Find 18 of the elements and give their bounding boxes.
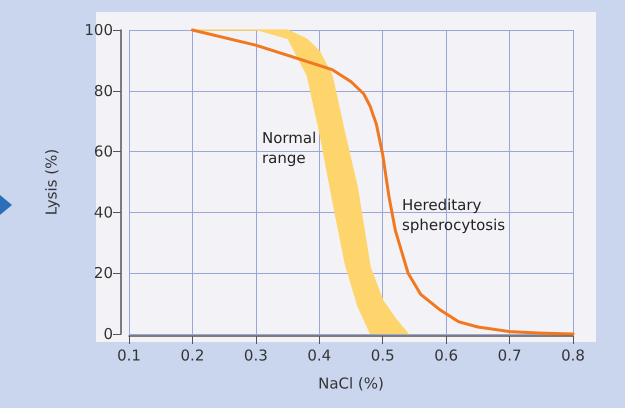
- y-axis-title: Lysis (%): [42, 148, 60, 216]
- y-tick-label: 40: [94, 203, 113, 222]
- x-tick-label: 0.2: [180, 346, 204, 364]
- x-tick-label: 0.8: [561, 346, 585, 364]
- x-tick-label: 0.6: [434, 346, 458, 364]
- series-label: Hereditary spherocytosis: [402, 196, 506, 234]
- x-tick-label: 0.7: [498, 346, 522, 364]
- y-tick-label: 80: [94, 82, 113, 100]
- x-tick-label: 0.5: [370, 346, 395, 364]
- y-tick-label: 100: [84, 21, 113, 39]
- y-tick-label: 20: [94, 264, 113, 282]
- y-tick-label: 0: [103, 325, 113, 343]
- x-axis-title: NaCl (%): [318, 374, 384, 392]
- series-label: Normal range: [262, 129, 322, 167]
- x-tick-label: 0.1: [117, 346, 141, 364]
- y-tick-label: 60: [94, 142, 113, 161]
- x-tick-label: 0.4: [307, 346, 332, 364]
- x-tick-label: 0.3: [244, 346, 268, 364]
